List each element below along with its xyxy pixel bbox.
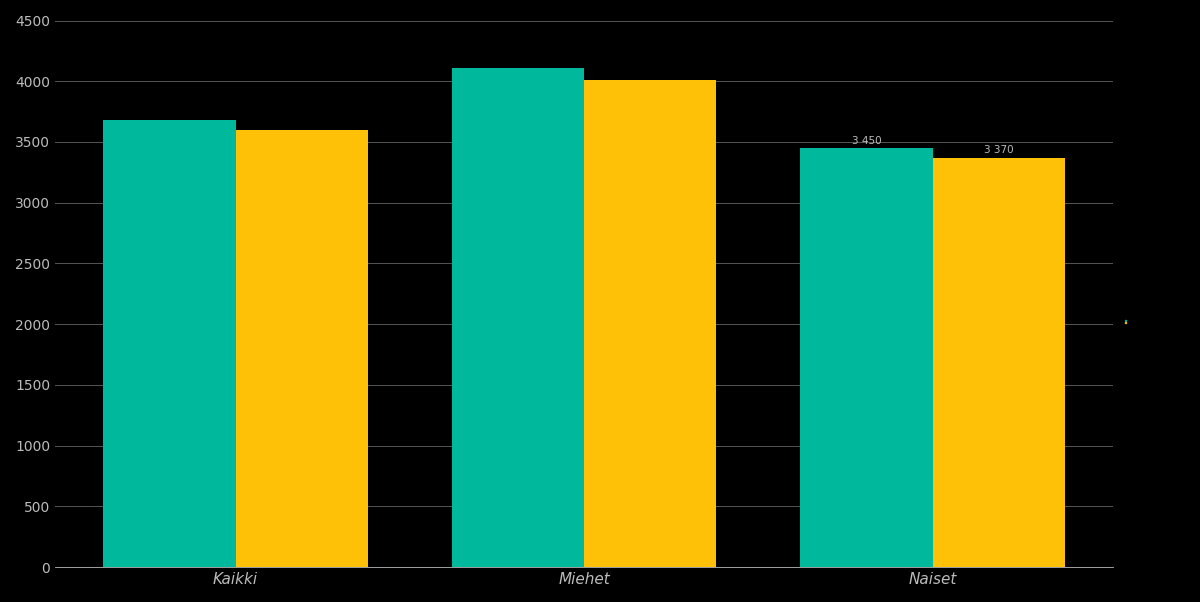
Bar: [800, 148, 932, 567]
Bar: [103, 120, 235, 567]
Text: 3 450: 3 450: [852, 135, 881, 146]
Legend: , : ,: [1124, 319, 1127, 323]
Bar: [932, 158, 1064, 567]
Bar: [235, 130, 368, 567]
Text: 3 370: 3 370: [984, 145, 1014, 155]
Bar: [584, 80, 716, 567]
Bar: [451, 68, 584, 567]
